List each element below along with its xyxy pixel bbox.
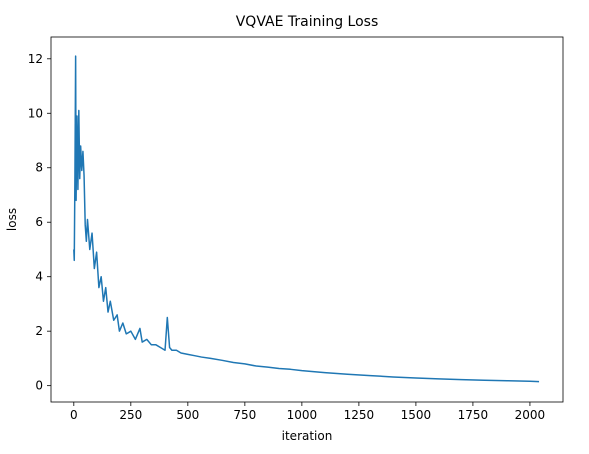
x-tick-label: 0 (70, 408, 78, 422)
chart-title: VQVAE Training Loss (236, 14, 379, 30)
x-tick-label: 750 (233, 408, 256, 422)
y-tick-label: 8 (35, 161, 43, 175)
y-tick-label: 12 (28, 52, 43, 66)
plot-frame (50, 36, 564, 403)
y-tick-label: 6 (35, 215, 43, 229)
y-tick-label: 0 (35, 379, 43, 393)
x-tick-label: 250 (119, 408, 142, 422)
x-tick-label: 1500 (401, 408, 432, 422)
y-axis-label: loss (5, 208, 19, 231)
x-tick-label: 1000 (287, 408, 318, 422)
loss-series-line (73, 55, 540, 383)
y-tick-label: 10 (28, 106, 43, 120)
x-tick-label: 1250 (344, 408, 375, 422)
series-layer (73, 55, 540, 383)
y-axis: 0 2 4 6 8 10 12 (28, 52, 51, 393)
y-tick-label: 4 (35, 270, 43, 284)
x-tick-label: 2000 (515, 408, 546, 422)
y-tick-label: 2 (35, 324, 43, 338)
x-axis-label: iteration (282, 429, 333, 443)
x-axis: 0 250 500 750 1000 1250 1500 1750 2000 (70, 402, 545, 422)
x-tick-label: 500 (176, 408, 199, 422)
x-tick-label: 1750 (458, 408, 489, 422)
